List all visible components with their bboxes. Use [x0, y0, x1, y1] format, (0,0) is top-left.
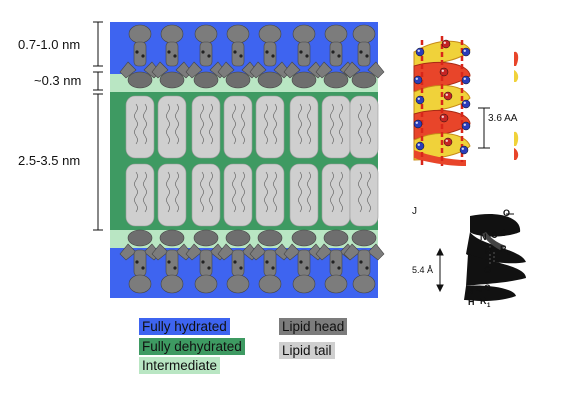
legend-lipid-tail: Lipid tail — [279, 342, 335, 359]
helix-atom — [462, 100, 470, 108]
lipid-tail — [224, 96, 252, 158]
lipid-tail — [290, 96, 318, 158]
svg-text:C: C — [484, 283, 491, 293]
helix-atom — [462, 48, 470, 56]
lipid-tail — [192, 96, 220, 158]
legend-intermediate: Intermediate — [139, 357, 220, 374]
legend-fully-dehydrated-label: Fully dehydrated — [142, 339, 242, 354]
lipid-tail — [192, 164, 220, 226]
lipid-tail — [126, 164, 154, 226]
svg-text:N: N — [467, 286, 474, 296]
helix-partial-ribbon — [514, 52, 518, 160]
alpha-helix-diagram: 3.6 AA — [414, 36, 518, 166]
legend-lipid-head: Lipid head — [279, 318, 347, 335]
lipid-tail — [224, 164, 252, 226]
tail-thickness-label: 2.5-3.5 nm — [18, 153, 80, 168]
lipid-tail — [322, 164, 350, 226]
intermediate-thickness-label: ~0.3 nm — [34, 73, 81, 88]
svg-text:N: N — [480, 232, 487, 242]
helix-atom — [416, 48, 424, 56]
svg-text:R: R — [480, 296, 487, 306]
svg-text:O: O — [484, 265, 491, 275]
svg-text:1: 1 — [487, 303, 491, 309]
svg-text:H: H — [485, 246, 492, 256]
helix-atom — [414, 120, 422, 128]
svg-text:O: O — [503, 208, 510, 218]
lipid-tail — [256, 164, 284, 226]
helix-atom — [416, 96, 424, 104]
rise-dimension — [437, 249, 443, 291]
lipid-tail — [126, 96, 154, 158]
legend-lipid-head-label: Lipid head — [282, 319, 344, 334]
lipid-tail — [322, 96, 350, 158]
lipid-tail — [256, 96, 284, 158]
svg-text:C: C — [491, 230, 498, 240]
lipid-tail — [290, 164, 318, 226]
head-thickness-label: 0.7-1.0 nm — [18, 37, 80, 52]
helix-atom — [444, 92, 452, 100]
lipid-tail — [350, 96, 378, 158]
lipid-tail — [350, 164, 378, 226]
helix-atom — [440, 114, 448, 122]
pitch-label: 3.6 AA — [488, 113, 518, 124]
dimension-annotations — [93, 22, 103, 230]
lipid-tail — [158, 164, 186, 226]
svg-text:H: H — [468, 297, 475, 307]
legend-intermediate-label: Intermediate — [142, 358, 217, 373]
helix-atom — [444, 138, 452, 146]
helix-atom — [440, 68, 448, 76]
legend-fully-dehydrated: Fully dehydrated — [139, 338, 245, 355]
rise-label: 5.4 Å — [412, 265, 433, 275]
helix-atom — [462, 122, 470, 130]
helix-atom — [462, 76, 470, 84]
helix-hbond-diagram: J O N C C R 5 H O N C C H R 1 — [412, 206, 526, 309]
svg-text:C: C — [476, 284, 483, 294]
helix-atom — [416, 142, 424, 150]
legend-lipid-tail-label: Lipid tail — [282, 343, 332, 358]
membrane-diagram — [110, 22, 384, 298]
helix-atom — [460, 146, 468, 154]
lipid-tail — [158, 96, 186, 158]
legend-fully-hydrated: Fully hydrated — [139, 318, 230, 335]
svg-text:R: R — [500, 244, 507, 254]
panel-letter: J — [412, 206, 417, 217]
helix-atom — [414, 76, 422, 84]
helix-atom — [442, 40, 450, 48]
legend-fully-hydrated-label: Fully hydrated — [142, 319, 227, 334]
svg-text:C: C — [500, 228, 507, 238]
